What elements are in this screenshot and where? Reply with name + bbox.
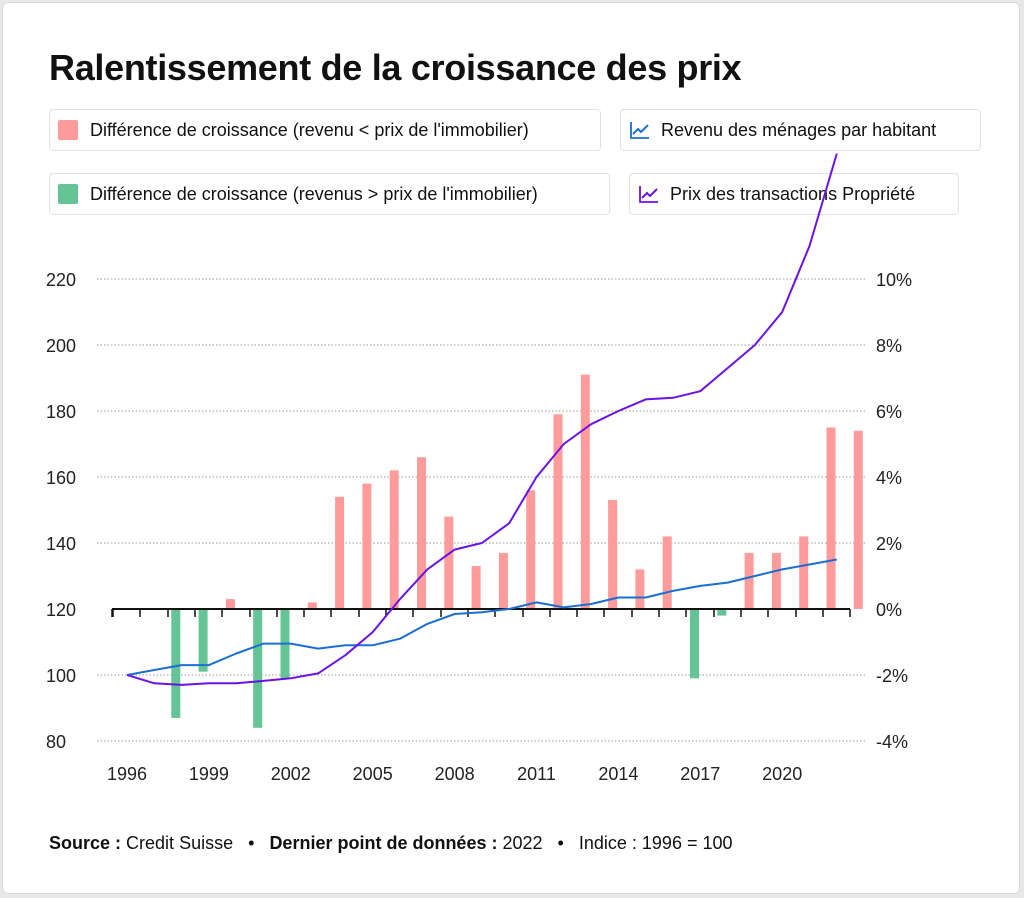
bar xyxy=(580,374,590,609)
bar xyxy=(744,552,754,609)
legend-label: Prix des transactions Propriété xyxy=(670,183,916,204)
x-tick-label: 1996 xyxy=(107,764,147,784)
bar xyxy=(198,609,208,672)
y-left-tick-label: 120 xyxy=(46,600,76,620)
index-note: Indice : 1996 = 100 xyxy=(578,833,733,853)
y-left-tick-label: 200 xyxy=(46,336,76,356)
bar xyxy=(635,569,645,609)
footer-separator: • xyxy=(557,833,564,853)
bar xyxy=(799,536,809,609)
legend-swatch-green xyxy=(58,184,78,204)
legend-item-growth-positive-gap[interactable]: Différence de croissance (revenus > prix… xyxy=(49,173,610,215)
bar xyxy=(526,490,536,609)
x-tick-label: 2005 xyxy=(353,764,393,784)
legend-item-property-prices[interactable]: Prix des transactions Propriété xyxy=(629,173,959,215)
y-left-tick-label: 80 xyxy=(46,732,66,752)
footer-separator: • xyxy=(248,833,255,853)
x-tick-label: 2020 xyxy=(762,764,802,784)
bar xyxy=(225,599,235,609)
line-chart-icon xyxy=(630,122,649,139)
bar xyxy=(171,609,181,718)
bar xyxy=(389,470,399,609)
bar xyxy=(253,609,263,728)
bar xyxy=(771,552,781,609)
bar xyxy=(608,500,618,609)
bar xyxy=(307,602,317,609)
y-right-tick-label: 6% xyxy=(876,402,902,422)
x-tick-label: 1999 xyxy=(189,764,229,784)
bar xyxy=(471,566,481,609)
y-right-tick-label: 8% xyxy=(876,336,902,356)
bar xyxy=(498,552,508,609)
y-right-tick-label: -2% xyxy=(876,666,908,686)
source-label: Source : xyxy=(49,833,122,853)
y-left-tick-label: 100 xyxy=(46,666,76,686)
bar xyxy=(444,516,454,609)
x-tick-label: 2014 xyxy=(598,764,638,784)
bar xyxy=(362,483,372,609)
bar xyxy=(717,609,727,616)
legend-label: Différence de croissance (revenus > prix… xyxy=(90,183,538,204)
x-tick-label: 2002 xyxy=(271,764,311,784)
bar xyxy=(690,609,699,679)
bar xyxy=(553,414,563,609)
legend-label: Différence de croissance (revenu < prix … xyxy=(90,119,529,140)
chart-title: Ralentissement de la croissance des prix xyxy=(49,47,742,88)
line-chart-icon xyxy=(639,186,658,203)
y-right-tick-label: 4% xyxy=(876,468,902,488)
y-left-tick-label: 180 xyxy=(46,402,76,422)
chart-footer: Source : Credit Suisse • Dernier point d… xyxy=(49,833,733,854)
y-left-tick-label: 220 xyxy=(46,270,76,290)
x-tick-label: 2017 xyxy=(680,764,720,784)
last-data-point-value: 2022 xyxy=(502,833,543,853)
legend-item-household-income[interactable]: Revenu des ménages par habitant xyxy=(620,109,981,151)
y-right-tick-label: 10% xyxy=(876,270,912,290)
y-right-tick-label: -4% xyxy=(876,732,908,752)
bar xyxy=(853,430,863,609)
legend-label: Revenu des ménages par habitant xyxy=(661,119,937,140)
bar xyxy=(826,427,836,609)
x-tick-label: 2008 xyxy=(435,764,475,784)
legend-swatch-red xyxy=(58,120,78,140)
legend-item-growth-negative-gap[interactable]: Différence de croissance (revenu < prix … xyxy=(49,109,601,151)
series-line xyxy=(126,558,837,676)
bar xyxy=(417,457,426,609)
y-right-tick-label: 2% xyxy=(876,534,902,554)
bar xyxy=(335,496,345,609)
x-tick-label: 2011 xyxy=(517,764,556,784)
last-data-point-label: Dernier point de données : xyxy=(269,833,498,853)
source-value: Credit Suisse xyxy=(126,833,234,853)
bar xyxy=(662,536,672,609)
series-line xyxy=(126,153,838,686)
y-left-tick-label: 140 xyxy=(46,534,76,554)
y-right-tick-label: 0% xyxy=(876,600,902,620)
y-left-tick-label: 160 xyxy=(46,468,76,488)
